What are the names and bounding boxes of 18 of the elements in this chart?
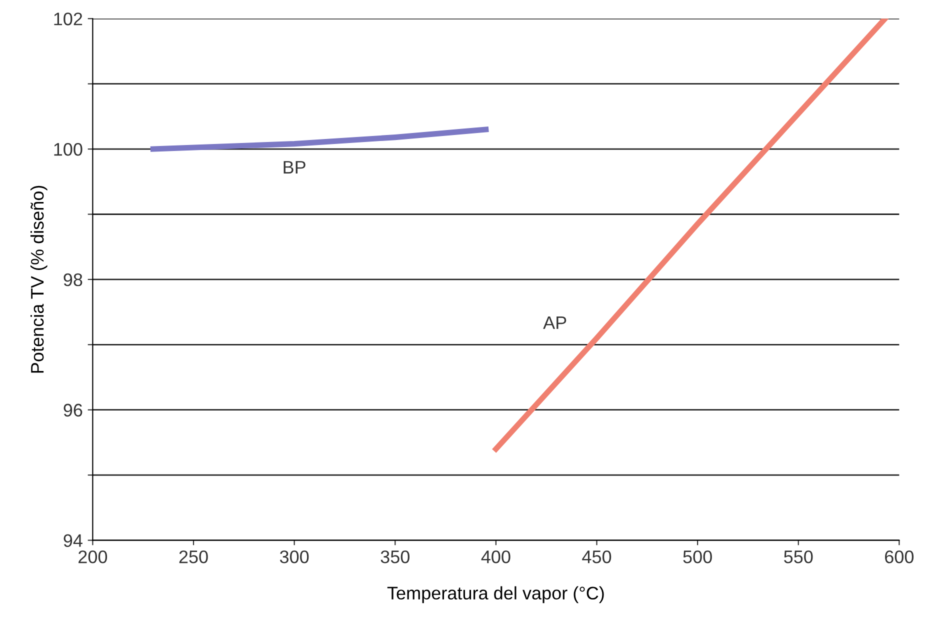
- x-tick-label: 350: [380, 550, 410, 564]
- y-tick-label: 94: [64, 534, 82, 547]
- y-tick-label: 100: [54, 142, 82, 156]
- series-label: BP: [284, 161, 306, 174]
- x-tick-label: 500: [683, 550, 712, 564]
- x-tick-label: 300: [280, 550, 309, 564]
- y-tick-label: 96: [64, 404, 82, 417]
- series-label: AP: [543, 316, 566, 329]
- x-tick-label: 450: [582, 550, 612, 564]
- x-tick-label: 400: [481, 550, 510, 564]
- x-axis-title: Temperatura del vapor (°C): [387, 586, 604, 604]
- x-tick-label: 550: [784, 550, 813, 564]
- x-tick-label: 200: [78, 550, 108, 564]
- y-tick-label: 98: [64, 273, 82, 286]
- y-axis-title: Potencia TV (% diseño): [30, 186, 48, 373]
- x-tick-label: 250: [179, 550, 208, 564]
- x-tick-label: 600: [885, 550, 914, 564]
- y-tick-label: 102: [54, 12, 82, 26]
